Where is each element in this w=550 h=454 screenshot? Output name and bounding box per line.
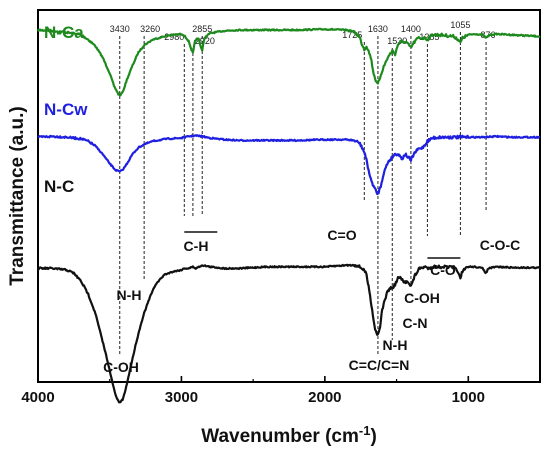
series-line-n-ca: [36, 27, 541, 97]
x-tick-label-4000: 4000: [21, 389, 54, 406]
peak-label-3260: 3260: [140, 24, 160, 34]
peak-label-1400: 1400: [401, 24, 421, 34]
band-annotation-n-h: N-H: [383, 337, 408, 353]
peak-label-1055: 1055: [450, 20, 470, 30]
x-axis-title: Wavenumber (cm-1): [201, 423, 377, 447]
band-annotation-c-o: C=O: [327, 227, 356, 243]
series-lines: N-Ca N-Cw N-C: [36, 23, 541, 404]
plot-frame: [37, 9, 541, 383]
peak-label-1530: 1530: [387, 36, 407, 46]
y-axis-title: Transmittance (a.u.): [7, 106, 28, 286]
peak-label-3430: 3430: [110, 24, 130, 34]
x-axis-title-sup: -1: [359, 423, 371, 438]
band-annotations: C-OH N-H C-H C=O N-H C=C/C=N C-N C-OH C-O C-O-C: [103, 227, 520, 375]
x-axis-title-end: ): [370, 426, 376, 447]
band-annotation-c-c-c-n: C=C/C=N: [349, 357, 410, 373]
band-annotation-c-o: C-O: [430, 262, 456, 278]
peak-label-1725: 1725: [342, 30, 362, 40]
series-label-n-c: N-C: [44, 177, 74, 196]
peak-label-2980: 2980: [164, 32, 184, 42]
x-axis-ticks: 4000 3000 2000 1000: [21, 376, 485, 406]
band-annotation-c-n: C-N: [403, 315, 428, 331]
x-axis-title-main: Wavenumber (cm: [201, 426, 359, 447]
band-annotation-c-h: C-H: [184, 238, 209, 254]
band-annotation-c-o-c: C-O-C: [480, 237, 520, 253]
x-tick-label-3000: 3000: [165, 389, 198, 406]
peak-label-2855: 2855: [192, 24, 212, 34]
band-annotation-c-oh: C-OH: [404, 290, 440, 306]
band-annotation-c-oh: C-OH: [103, 359, 139, 375]
band-annotation-n-h: N-H: [117, 287, 142, 303]
series-label-n-ca: N-Ca: [44, 23, 84, 42]
series-line-n-c: [37, 263, 541, 404]
x-tick-label-2000: 2000: [308, 389, 341, 406]
x-tick-label-1000: 1000: [452, 389, 485, 406]
series-line-n-cw: [37, 134, 541, 196]
peak-label-1630: 1630: [368, 24, 388, 34]
series-label-n-cw: N-Cw: [44, 100, 88, 119]
